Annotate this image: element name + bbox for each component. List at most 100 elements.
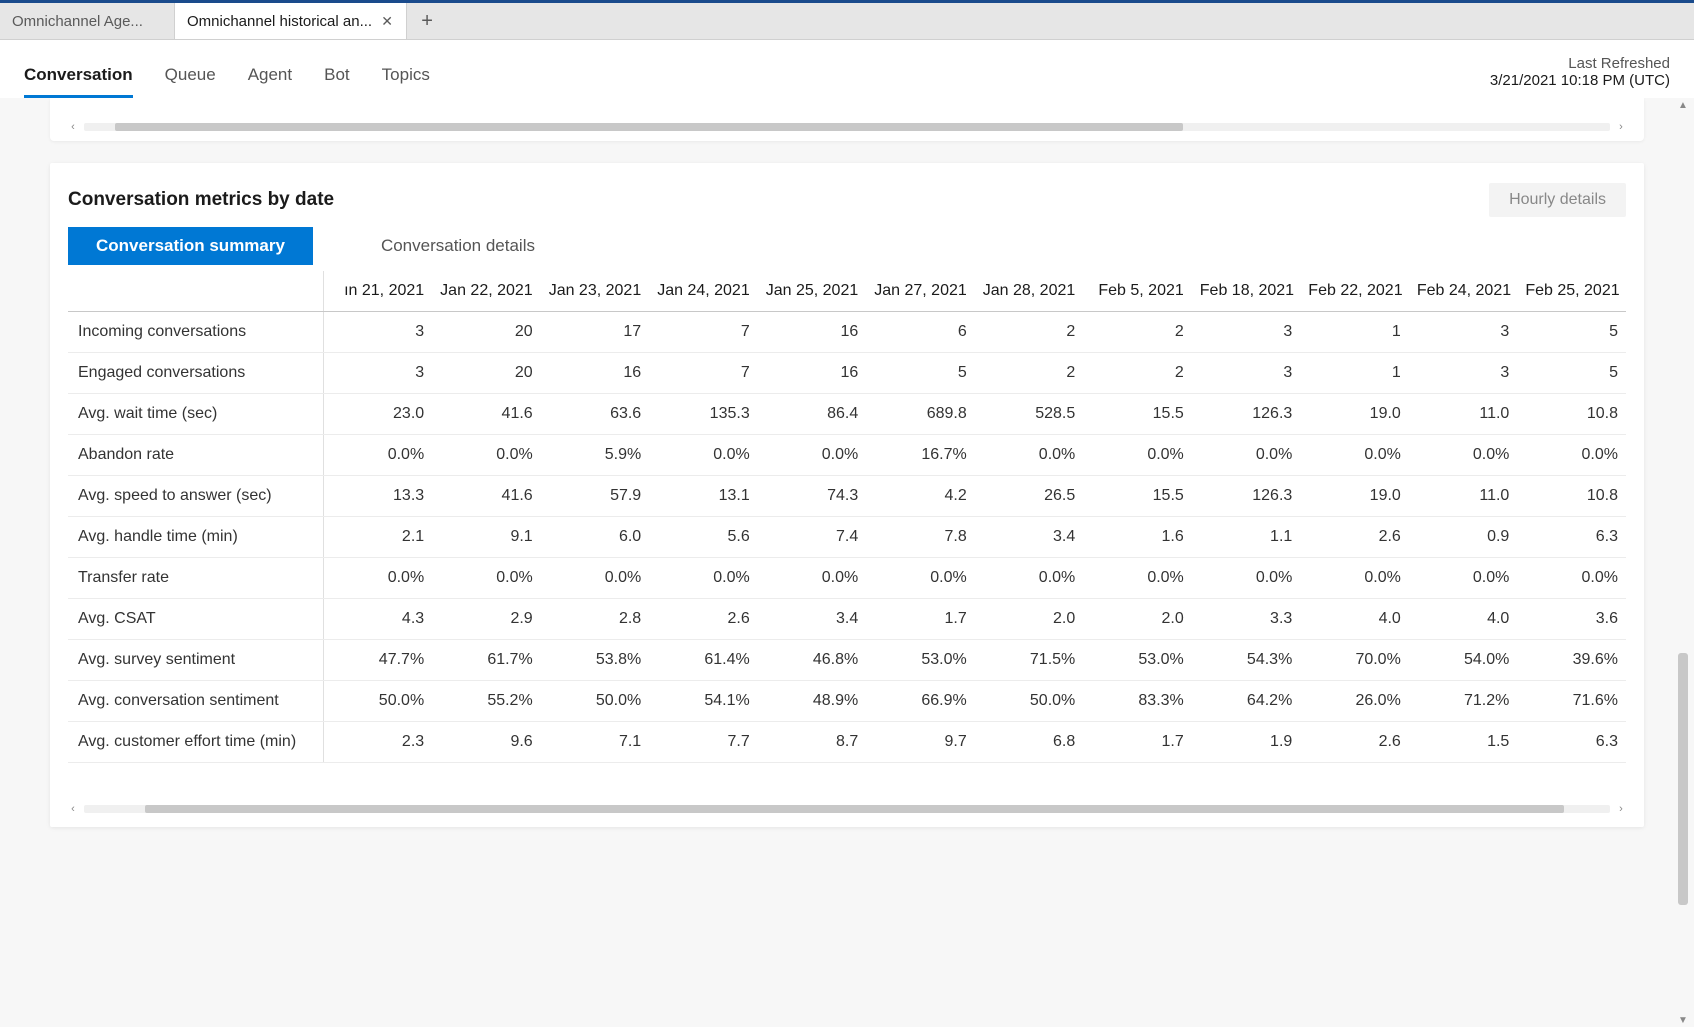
metric-cell: 2 xyxy=(975,353,1084,394)
metric-cell: 86.4 xyxy=(758,394,867,435)
metric-cell: 5 xyxy=(1517,312,1626,353)
metric-cell: 6 xyxy=(866,312,975,353)
date-header[interactable]: ın 21, 2021 xyxy=(324,271,433,312)
metric-cell: 3.3 xyxy=(1192,599,1301,640)
metric-cell: 0.0% xyxy=(324,558,433,599)
metric-cell: 2 xyxy=(1083,312,1192,353)
scroll-left-icon[interactable]: ‹ xyxy=(68,121,78,133)
scroll-thumb[interactable] xyxy=(115,123,1183,131)
date-header[interactable]: Feb 24, 2021 xyxy=(1409,271,1518,312)
metric-cell: 135.3 xyxy=(649,394,758,435)
metric-cell: 10.8 xyxy=(1517,476,1626,517)
nav-queue[interactable]: Queue xyxy=(165,65,216,98)
browser-tab-inactive[interactable]: Omnichannel Age... xyxy=(0,3,175,39)
date-header[interactable]: Feb 25, 2021 xyxy=(1517,271,1626,312)
date-header[interactable]: Feb 5, 2021 xyxy=(1083,271,1192,312)
metric-cell: 5.6 xyxy=(649,517,758,558)
last-refreshed: Last Refreshed 3/21/2021 10:18 PM (UTC) xyxy=(1490,55,1670,89)
metric-cell: 46.8% xyxy=(758,640,867,681)
hourly-details-button[interactable]: Hourly details xyxy=(1489,183,1626,217)
metric-label: Avg. speed to answer (sec) xyxy=(68,476,324,517)
vscroll-track[interactable] xyxy=(1678,112,1688,1013)
metric-label: Avg. wait time (sec) xyxy=(68,394,324,435)
sub-tab-summary[interactable]: Conversation summary xyxy=(68,227,313,265)
metric-cell: 74.3 xyxy=(758,476,867,517)
metric-cell: 26.5 xyxy=(975,476,1084,517)
metric-cell: 53.0% xyxy=(1083,640,1192,681)
metric-cell: 71.2% xyxy=(1409,681,1518,722)
browser-tab-active[interactable]: Omnichannel historical an... ✕ xyxy=(175,3,407,39)
metric-cell: 47.7% xyxy=(324,640,433,681)
new-tab-button[interactable]: + xyxy=(407,3,447,39)
metric-cell: 1.1 xyxy=(1192,517,1301,558)
metric-label: Avg. customer effort time (min) xyxy=(68,722,324,763)
date-header[interactable]: Jan 24, 2021 xyxy=(649,271,758,312)
table-row: Incoming conversations320177166223135 xyxy=(68,312,1626,353)
metrics-table-wrap: ın 21, 2021Jan 22, 2021Jan 23, 2021Jan 2… xyxy=(68,271,1626,763)
metric-cell: 23.0 xyxy=(324,394,433,435)
scroll-left-icon[interactable]: ‹ xyxy=(68,803,78,815)
metric-cell: 26.0% xyxy=(1300,681,1409,722)
scroll-right-icon[interactable]: › xyxy=(1616,803,1626,815)
nav-bot[interactable]: Bot xyxy=(324,65,350,98)
scroll-thumb[interactable] xyxy=(145,805,1564,813)
scroll-right-icon[interactable]: › xyxy=(1616,121,1626,133)
metric-cell: 83.3% xyxy=(1083,681,1192,722)
metric-cell: 3 xyxy=(1192,353,1301,394)
metric-cell: 50.0% xyxy=(975,681,1084,722)
scroll-down-icon[interactable]: ▼ xyxy=(1678,1013,1688,1027)
metric-cell: 13.1 xyxy=(649,476,758,517)
metric-cell: 3 xyxy=(1192,312,1301,353)
sub-tab-details[interactable]: Conversation details xyxy=(353,227,563,265)
date-header[interactable]: Jan 28, 2021 xyxy=(975,271,1084,312)
metric-cell: 1 xyxy=(1300,312,1409,353)
metric-cell: 2.8 xyxy=(541,599,650,640)
date-header[interactable]: Feb 18, 2021 xyxy=(1192,271,1301,312)
last-refreshed-label: Last Refreshed xyxy=(1490,55,1670,72)
scroll-track[interactable] xyxy=(84,805,1610,813)
metric-cell: 3 xyxy=(324,353,433,394)
scroll-track[interactable] xyxy=(84,123,1610,131)
metric-cell: 20 xyxy=(432,353,541,394)
metric-cell: 4.3 xyxy=(324,599,433,640)
metric-cell: 0.0% xyxy=(1083,558,1192,599)
metric-cell: 7 xyxy=(649,312,758,353)
metric-cell: 3.6 xyxy=(1517,599,1626,640)
tab-title: Omnichannel historical an... xyxy=(187,13,372,30)
metric-cell: 16 xyxy=(541,353,650,394)
metric-cell: 8.7 xyxy=(758,722,867,763)
metric-cell: 71.6% xyxy=(1517,681,1626,722)
metric-cell: 1.6 xyxy=(1083,517,1192,558)
metric-cell: 5.9% xyxy=(541,435,650,476)
date-header[interactable]: Jan 25, 2021 xyxy=(758,271,867,312)
metric-cell: 1.5 xyxy=(1409,722,1518,763)
metric-cell: 0.0% xyxy=(1083,435,1192,476)
tab-title: Omnichannel Age... xyxy=(12,13,162,30)
vscroll-thumb[interactable] xyxy=(1678,653,1688,905)
metric-cell: 2.1 xyxy=(324,517,433,558)
metric-cell: 5 xyxy=(866,353,975,394)
metric-cell: 0.0% xyxy=(1300,558,1409,599)
metric-cell: 15.5 xyxy=(1083,476,1192,517)
metric-cell: 0.0% xyxy=(975,558,1084,599)
last-refreshed-timestamp: 3/21/2021 10:18 PM (UTC) xyxy=(1490,72,1670,89)
metric-cell: 15.5 xyxy=(1083,394,1192,435)
scroll-up-icon[interactable]: ▲ xyxy=(1678,98,1688,112)
metric-cell: 0.0% xyxy=(649,435,758,476)
date-header[interactable]: Jan 22, 2021 xyxy=(432,271,541,312)
metric-cell: 0.0% xyxy=(1192,558,1301,599)
metric-label: Incoming conversations xyxy=(68,312,324,353)
date-header[interactable]: Feb 22, 2021 xyxy=(1300,271,1409,312)
metric-label: Transfer rate xyxy=(68,558,324,599)
metric-cell: 63.6 xyxy=(541,394,650,435)
metric-cell: 3 xyxy=(324,312,433,353)
nav-conversation[interactable]: Conversation xyxy=(24,65,133,98)
nav-agent[interactable]: Agent xyxy=(248,65,292,98)
metric-cell: 3 xyxy=(1409,353,1518,394)
date-header[interactable]: Jan 27, 2021 xyxy=(866,271,975,312)
date-header[interactable]: Jan 23, 2021 xyxy=(541,271,650,312)
nav-topics[interactable]: Topics xyxy=(382,65,430,98)
metric-cell: 0.0% xyxy=(1517,558,1626,599)
close-icon[interactable]: ✕ xyxy=(380,14,394,28)
metric-cell: 7.8 xyxy=(866,517,975,558)
